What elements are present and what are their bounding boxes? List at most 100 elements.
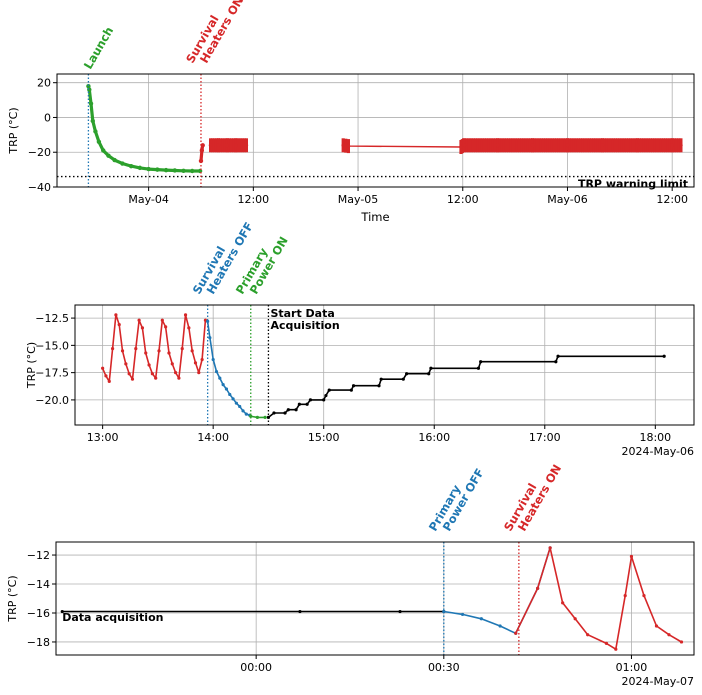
y-tick-label: 20 [37, 77, 51, 90]
series-marker-band [517, 138, 522, 153]
series-marker-band [550, 138, 554, 153]
series-point [198, 158, 204, 164]
series-marker-band [537, 138, 541, 153]
series-marker-band [471, 138, 475, 153]
series-marker-band [214, 138, 219, 153]
y-tick-label: 0 [44, 111, 51, 124]
plot-frame [56, 73, 695, 188]
series-point [635, 143, 640, 148]
series-point [614, 647, 618, 651]
series-marker-band [240, 138, 244, 153]
series-point [654, 624, 659, 628]
series-marker-band [592, 138, 596, 153]
series-marker-band [487, 138, 491, 153]
series-point [155, 167, 160, 172]
series-point [554, 360, 558, 364]
series-point [106, 153, 111, 158]
series-point [199, 148, 205, 153]
series-point [147, 363, 151, 367]
series-marker-band [552, 138, 556, 153]
series-marker-band [491, 138, 495, 153]
series-marker-band [469, 138, 473, 153]
series-point [514, 631, 518, 635]
series-point [586, 633, 590, 637]
series-marker-band [642, 138, 646, 153]
series-point [231, 397, 235, 401]
series-point [600, 143, 605, 148]
series-marker-band [594, 138, 598, 153]
series-marker-band [502, 138, 506, 153]
series-marker-band [528, 138, 532, 153]
series-marker-band [227, 138, 231, 153]
series-marker-band [548, 138, 552, 153]
series-marker-band [648, 138, 652, 153]
y-tick-label: −40 [28, 181, 51, 194]
series-marker-band [646, 138, 650, 153]
y-tick-label: −15.0 [35, 339, 69, 352]
series-point [429, 366, 433, 370]
series-point [255, 415, 259, 419]
series-marker-band [229, 138, 234, 153]
annotation-label: Data acquisition [62, 611, 163, 624]
series-point [398, 609, 402, 614]
series-line [443, 547, 551, 635]
series-marker-band [515, 138, 519, 153]
series-marker-band [570, 138, 574, 153]
series-point [197, 168, 203, 174]
series-marker-band [467, 138, 471, 153]
series-marker-band [568, 138, 572, 153]
series-point [405, 372, 409, 376]
series-point [160, 318, 164, 322]
series-line [206, 321, 250, 416]
series-point [88, 101, 94, 106]
series-marker-band [605, 138, 609, 153]
series-marker-band [485, 138, 489, 153]
y-tick-label: −12.5 [35, 312, 69, 325]
y-tick-label: −16 [27, 607, 50, 620]
series-point [324, 393, 328, 398]
plot-frame [74, 304, 695, 426]
series-marker-band [627, 138, 631, 153]
series-point [476, 366, 481, 370]
series-marker-band [544, 138, 548, 153]
series-point [208, 143, 213, 148]
series-point [144, 351, 148, 355]
series-point [218, 376, 222, 380]
series-point [460, 612, 465, 617]
series-point [244, 412, 248, 416]
series-point [193, 361, 198, 365]
x-tick-label: 00:00 [240, 661, 272, 674]
y-axis-label: TRP (°C) [7, 107, 20, 154]
series-point [221, 383, 225, 387]
y-tick-label: −18 [27, 636, 50, 649]
series-marker-band [522, 138, 526, 153]
series-marker-band [589, 138, 594, 153]
series-point [128, 163, 134, 169]
y-axis-label: TRP (°C) [25, 342, 38, 389]
date-label: 2024-May-07 [622, 675, 694, 688]
series-point [87, 87, 92, 92]
series-marker-band [574, 138, 578, 153]
x-tick-label: May-06 [547, 193, 588, 206]
series-point [200, 357, 204, 362]
series-point [561, 601, 565, 605]
series-marker-band [666, 138, 670, 153]
series-marker-band [541, 138, 546, 153]
series-point [479, 360, 483, 364]
series-point [249, 414, 253, 418]
series-marker-band [661, 138, 666, 153]
series-line [514, 546, 682, 651]
series-point [170, 362, 174, 366]
series-marker-band [232, 138, 236, 153]
series-marker-band [611, 138, 615, 153]
series-point [308, 398, 313, 402]
series-point [214, 369, 219, 374]
series-marker-band [572, 138, 576, 153]
series-marker-band [583, 138, 587, 153]
x-tick-label: 12:00 [237, 193, 269, 206]
series-marker-band [238, 138, 242, 153]
series-marker-band [579, 138, 583, 153]
